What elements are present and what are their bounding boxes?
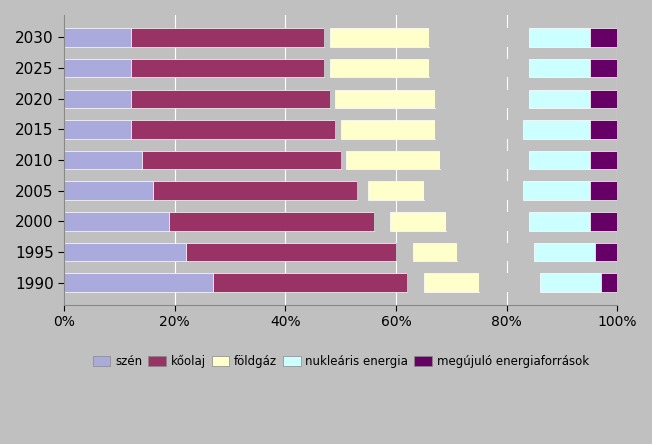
Bar xyxy=(589,212,617,230)
Bar xyxy=(523,182,589,200)
Bar xyxy=(170,212,374,230)
Bar xyxy=(407,274,424,292)
Bar xyxy=(64,59,130,77)
Bar xyxy=(130,90,330,108)
Bar xyxy=(64,212,170,230)
Bar xyxy=(330,59,429,77)
Bar xyxy=(435,120,523,139)
Bar xyxy=(595,243,617,261)
Bar xyxy=(446,212,529,230)
Bar xyxy=(330,90,335,108)
Bar xyxy=(457,243,534,261)
Bar xyxy=(529,151,589,169)
Legend: szén, kőolaj, földgáz, nukleáris energia, megújuló energiaforrások: szén, kőolaj, földgáz, nukleáris energia… xyxy=(89,351,592,372)
Bar xyxy=(374,212,391,230)
Bar xyxy=(429,28,529,47)
Bar xyxy=(396,243,413,261)
Bar xyxy=(600,274,617,292)
Bar xyxy=(64,28,130,47)
Bar xyxy=(213,274,407,292)
Bar xyxy=(523,120,589,139)
Bar xyxy=(529,90,589,108)
Bar xyxy=(130,28,324,47)
Bar xyxy=(186,243,396,261)
Bar xyxy=(529,59,589,77)
Bar xyxy=(324,28,330,47)
Bar xyxy=(130,59,324,77)
Bar xyxy=(357,182,368,200)
Bar xyxy=(64,243,186,261)
Bar xyxy=(589,28,617,47)
Bar xyxy=(429,59,529,77)
Bar xyxy=(324,59,330,77)
Bar xyxy=(141,151,341,169)
Bar xyxy=(424,182,523,200)
Bar xyxy=(64,274,213,292)
Bar xyxy=(529,212,589,230)
Bar xyxy=(534,243,595,261)
Bar xyxy=(64,120,130,139)
Bar xyxy=(368,182,424,200)
Bar xyxy=(64,182,153,200)
Bar xyxy=(529,28,589,47)
Bar xyxy=(64,90,130,108)
Bar xyxy=(589,59,617,77)
Bar xyxy=(540,274,600,292)
Bar xyxy=(589,120,617,139)
Bar xyxy=(341,151,346,169)
Bar xyxy=(424,274,479,292)
Bar xyxy=(130,120,335,139)
Bar xyxy=(335,90,435,108)
Bar xyxy=(335,120,341,139)
Bar xyxy=(589,182,617,200)
Bar xyxy=(64,151,141,169)
Bar xyxy=(435,90,529,108)
Bar xyxy=(413,243,457,261)
Bar xyxy=(341,120,435,139)
Bar xyxy=(391,212,446,230)
Bar xyxy=(440,151,529,169)
Bar xyxy=(479,274,540,292)
Bar xyxy=(346,151,440,169)
Bar xyxy=(589,90,617,108)
Bar xyxy=(153,182,357,200)
Bar xyxy=(330,28,429,47)
Bar xyxy=(589,151,617,169)
